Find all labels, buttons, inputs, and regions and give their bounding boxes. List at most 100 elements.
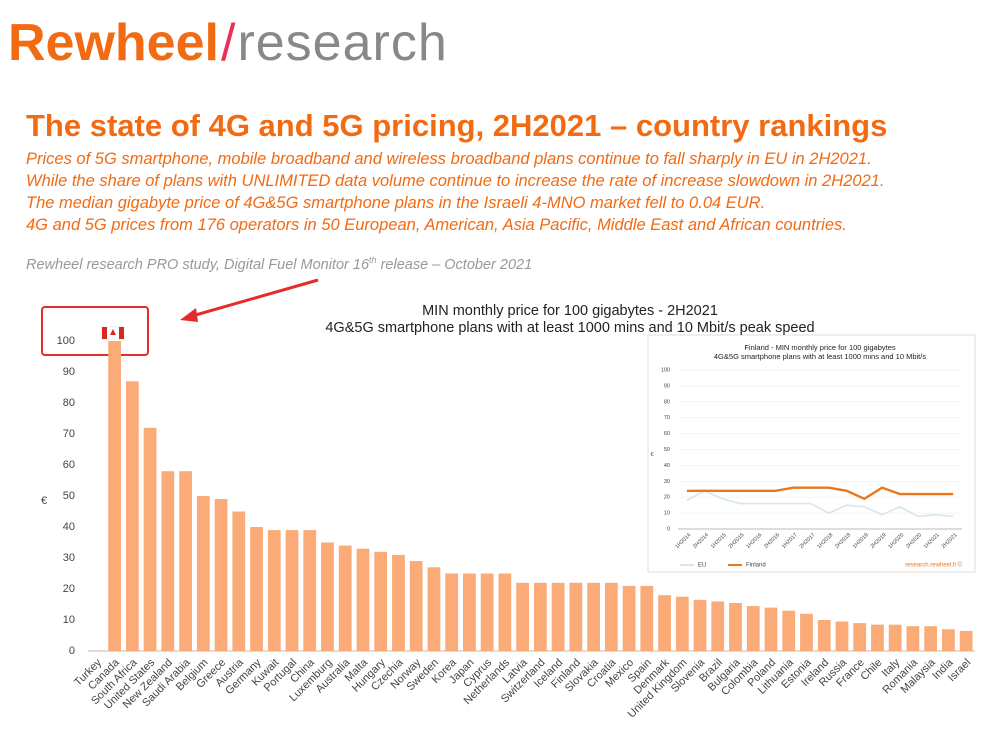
y-tick-label: 40 (63, 521, 75, 533)
bar (711, 601, 725, 651)
study-line: Rewheel research PRO study, Digital Fuel… (26, 255, 532, 273)
bar (782, 610, 796, 651)
bar (321, 542, 334, 651)
bar (551, 582, 565, 651)
logo-part: / (220, 14, 236, 72)
bar (303, 530, 317, 651)
y-tick-label: 60 (664, 431, 670, 437)
bar (498, 573, 512, 651)
y-axis-label: € (650, 452, 653, 458)
bar (746, 606, 760, 651)
bar (232, 511, 246, 651)
logo-part: Rewheel (8, 14, 219, 72)
y-tick-label: 80 (664, 399, 670, 405)
bar (480, 573, 494, 651)
bar (764, 607, 778, 651)
y-tick-label: 70 (664, 415, 670, 421)
bar (871, 624, 884, 651)
y-tick-label: 10 (664, 511, 670, 517)
subtitle-line: Prices of 5G smartphone, mobile broadban… (26, 150, 872, 168)
bar (604, 582, 618, 651)
bar (658, 595, 671, 651)
chart-title: MIN monthly price for 100 gigabytes - 2H… (422, 303, 718, 319)
bar (214, 499, 228, 651)
highlight-box (41, 306, 149, 356)
inset-frame (647, 334, 976, 573)
y-tick-label: 0 (69, 645, 75, 657)
y-tick-label: 40 (664, 463, 670, 469)
bar (374, 551, 388, 651)
bar (516, 582, 530, 651)
bar (569, 582, 583, 651)
bar (906, 626, 920, 651)
bar (640, 585, 654, 651)
legend-label: EU (698, 563, 706, 569)
study-sup: th (369, 255, 377, 265)
line-series (686, 489, 954, 518)
bar (693, 599, 707, 651)
bar (445, 573, 459, 651)
line-series (686, 486, 954, 501)
bar (959, 630, 973, 651)
bar (800, 613, 813, 651)
chart-title: Finland - MIN monthly price for 100 giga… (744, 343, 896, 352)
bar (622, 585, 636, 651)
bar (356, 548, 370, 651)
chart-subtitle: 4G&5G smartphone plans with at least 100… (325, 320, 814, 336)
source-note: research.rewheel.fi © (905, 562, 962, 569)
title: The state of 4G and 5G pricing, 2H2021 –… (26, 108, 888, 143)
y-tick-label: 60 (63, 459, 75, 471)
bar (853, 623, 867, 651)
bar (835, 621, 849, 651)
bar (888, 624, 902, 651)
y-tick-label: 0 (667, 526, 670, 532)
bar (675, 596, 689, 651)
bar (267, 530, 281, 651)
y-tick-label: 90 (664, 383, 670, 389)
y-tick-label: 50 (664, 447, 670, 453)
study-text: release – October 2021 (376, 256, 533, 273)
y-tick-label: 100 (57, 335, 75, 347)
bar (587, 582, 600, 651)
bar (392, 554, 405, 651)
bar (250, 527, 263, 651)
flag (101, 326, 125, 340)
y-tick-label: 30 (664, 479, 670, 485)
bar (533, 582, 547, 651)
bar (143, 427, 157, 651)
bar (161, 471, 175, 651)
arrow (191, 278, 319, 318)
subtitle-line: While the share of plans with UNLIMITED … (26, 172, 885, 190)
subtitle-line: The median gigabyte price of 4G&5G smart… (26, 194, 766, 212)
bar (125, 381, 139, 651)
y-axis-label: € (41, 495, 47, 507)
y-tick-label: 80 (63, 397, 75, 409)
bar (108, 341, 121, 651)
y-tick-label: 20 (63, 583, 75, 595)
bar (338, 545, 352, 651)
y-tick-label: 30 (63, 552, 75, 564)
bar (196, 496, 210, 651)
legend-label: Finland (746, 563, 766, 569)
study-text: Rewheel research PRO study, Digital Fuel… (26, 256, 370, 273)
logo-part: research (237, 14, 448, 72)
chart-subtitle: 4G&5G smartphone plans with at least 100… (714, 352, 926, 361)
y-tick-label: 70 (63, 428, 75, 440)
y-tick-label: 10 (63, 614, 75, 626)
bar (729, 602, 742, 651)
logo: Rewheel/research (8, 8, 448, 78)
bar (924, 626, 938, 651)
y-tick-label: 100 (661, 367, 670, 373)
bar (942, 629, 955, 651)
subtitle-line: 4G and 5G prices from 176 operators in 5… (26, 216, 847, 234)
bar (427, 567, 441, 651)
y-tick-label: 50 (63, 490, 75, 502)
bar (817, 620, 831, 651)
arrow-head (180, 308, 198, 322)
bar (463, 573, 476, 651)
bar (409, 561, 423, 651)
y-tick-label: 90 (63, 366, 75, 378)
y-tick-label: 20 (664, 495, 670, 501)
